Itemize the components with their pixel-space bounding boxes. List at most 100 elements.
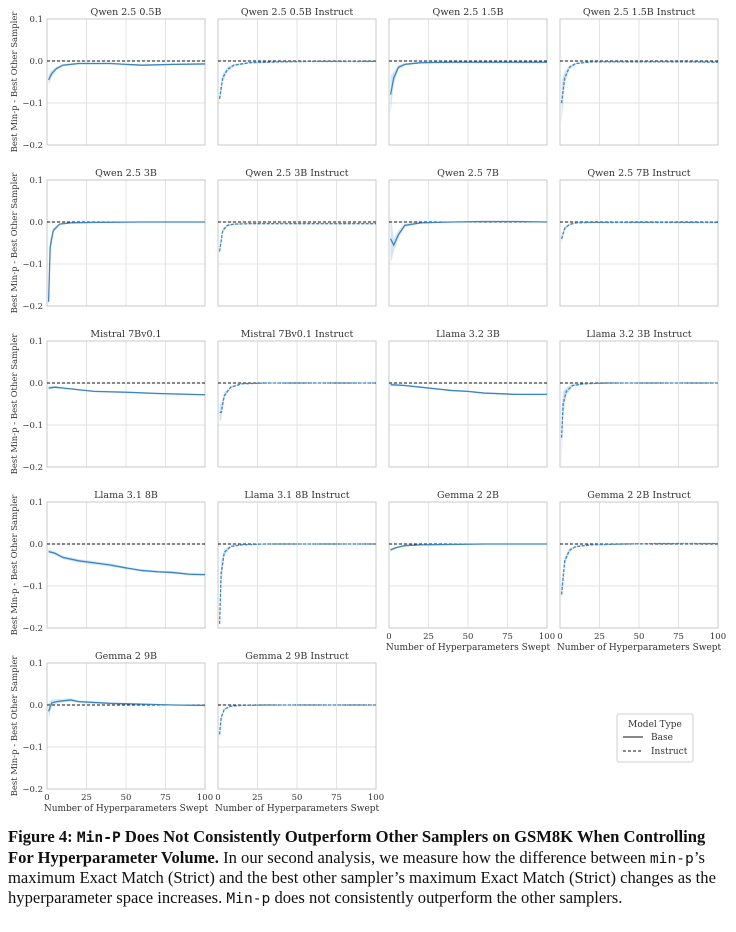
y-tick-label: 0.0: [29, 379, 43, 389]
series-line: [560, 61, 719, 104]
panel-title: Gemma 2 9B: [95, 651, 157, 662]
y-tick-label: 0.1: [29, 337, 43, 347]
chart-panel: Llama 3.1 8B Instruct: [217, 490, 377, 629]
confidence-band: [48, 62, 205, 85]
caption-code-term: Min-p: [226, 889, 271, 907]
x-tick-label: 0: [557, 632, 562, 642]
y-tick-label: −0.1: [22, 743, 43, 753]
series-line: [218, 704, 376, 735]
y-tick-label: −0.2: [22, 785, 43, 795]
panel-frame: [46, 179, 206, 307]
panel-frame: [217, 501, 377, 629]
confidence-band: [390, 61, 547, 114]
series-line: [48, 386, 206, 396]
panel-title: Llama 3.1 8B: [94, 490, 158, 501]
y-tick-label: −0.2: [22, 624, 43, 634]
x-tick-label: 75: [502, 632, 513, 642]
x-tick-label: 75: [331, 793, 342, 803]
x-tick-label: 0: [215, 793, 220, 803]
y-tick-label: 0.1: [29, 498, 43, 508]
series-line: [48, 550, 206, 576]
caption-text: Does Not Consistently Outperform Other S…: [8, 827, 706, 867]
legend-entry-label: Instruct: [651, 747, 688, 757]
confidence-band: [48, 549, 205, 576]
confidence-band: [390, 383, 547, 396]
series-line: [47, 62, 206, 81]
x-tick-label: 100: [710, 632, 726, 642]
panel-frame: [388, 179, 548, 307]
panel-title: Qwen 2.5 1.5B: [433, 7, 504, 18]
y-axis-label: Best Min-p - Best Other Sampler: [10, 333, 20, 475]
panel-frame: [559, 501, 719, 629]
confidence-band: [561, 61, 718, 124]
confidence-band: [561, 543, 718, 603]
panel-frame: [46, 662, 206, 790]
panel-title: Gemma 2 2B: [437, 490, 499, 501]
x-axis-label: Number of Hyperparameters Swept: [386, 643, 551, 653]
y-tick-label: −0.1: [22, 99, 43, 109]
chart-panel: Qwen 2.5 7B Instruct: [559, 168, 719, 307]
panel-title: Mistral 7Bv0.1 Instruct: [241, 329, 354, 340]
panel-frame: [217, 662, 377, 790]
caption-code-term: min-p: [649, 849, 694, 867]
chart-panel: Llama 3.2 3B Instruct: [559, 329, 719, 468]
y-tick-label: 0.1: [29, 659, 43, 669]
chart-panel: Mistral 7Bv0.1 Instruct: [217, 329, 377, 468]
panel-frame: [217, 340, 377, 468]
y-tick-label: −0.2: [22, 302, 43, 312]
x-tick-label: 100: [368, 793, 384, 803]
series-line: [218, 60, 376, 99]
x-tick-label: 75: [673, 632, 684, 642]
chart-panel: Qwen 2.5 7B: [388, 168, 548, 307]
panel-frame: [217, 18, 377, 146]
x-axis-label: Number of Hyperparameters Swept: [215, 804, 380, 814]
series-line: [390, 384, 547, 395]
panel-title: Llama 3.1 8B Instruct: [244, 490, 349, 501]
chart-panel: Qwen 2.5 3B Instruct: [217, 168, 377, 307]
panel-title: Qwen 2.5 3B Instruct: [245, 168, 348, 179]
x-tick-label: 0: [386, 632, 391, 642]
panel-frame: [217, 179, 377, 307]
x-tick-label: 50: [463, 632, 474, 642]
y-tick-label: 0.0: [29, 701, 43, 711]
panel-title: Llama 3.2 3B Instruct: [586, 329, 691, 340]
panel-title: Qwen 2.5 0.5B: [91, 7, 162, 18]
series-line: [389, 61, 547, 95]
chart-panel: Qwen 2.5 1.5B: [388, 7, 548, 146]
series-line: [560, 382, 718, 438]
panel-title: Qwen 2.5 7B: [437, 168, 499, 179]
x-tick-label: 25: [423, 632, 434, 642]
x-axis-label: Number of Hyperparameters Swept: [44, 804, 209, 814]
y-tick-label: −0.2: [22, 141, 43, 151]
panel-frame: [559, 179, 719, 307]
x-tick-label: 25: [594, 632, 605, 642]
x-axis-label: Number of Hyperparameters Swept: [557, 643, 722, 653]
series-line: [218, 223, 376, 252]
panel-title: Gemma 2 9B Instruct: [245, 651, 349, 662]
y-axis-label: Best Min-p - Best Other Sampler: [10, 655, 20, 797]
confidence-band: [219, 704, 376, 740]
confidence-band: [219, 382, 376, 421]
caption-text: ’s maximum Exact Match (Strict) and the …: [8, 847, 716, 907]
panel-frame: [559, 340, 719, 468]
y-axis-label: Best Min-p - Best Other Sampler: [10, 11, 20, 153]
x-tick-label: 25: [81, 793, 92, 803]
chart-panel: Llama 3.2 3B: [388, 329, 548, 468]
chart-panel: Qwen 2.5 0.5B Instruct: [217, 7, 377, 146]
legend-box: [616, 713, 694, 763]
y-tick-label: −0.1: [22, 260, 43, 270]
panel-frame: [46, 18, 206, 146]
confidence-band: [219, 223, 376, 256]
y-tick-label: 0.0: [29, 57, 43, 67]
chart-panel: Qwen 2.5 1.5B Instruct: [559, 7, 719, 146]
caption-label: Figure 4:: [8, 827, 73, 846]
y-tick-label: −0.2: [22, 463, 43, 473]
panel-frame: [46, 501, 206, 629]
